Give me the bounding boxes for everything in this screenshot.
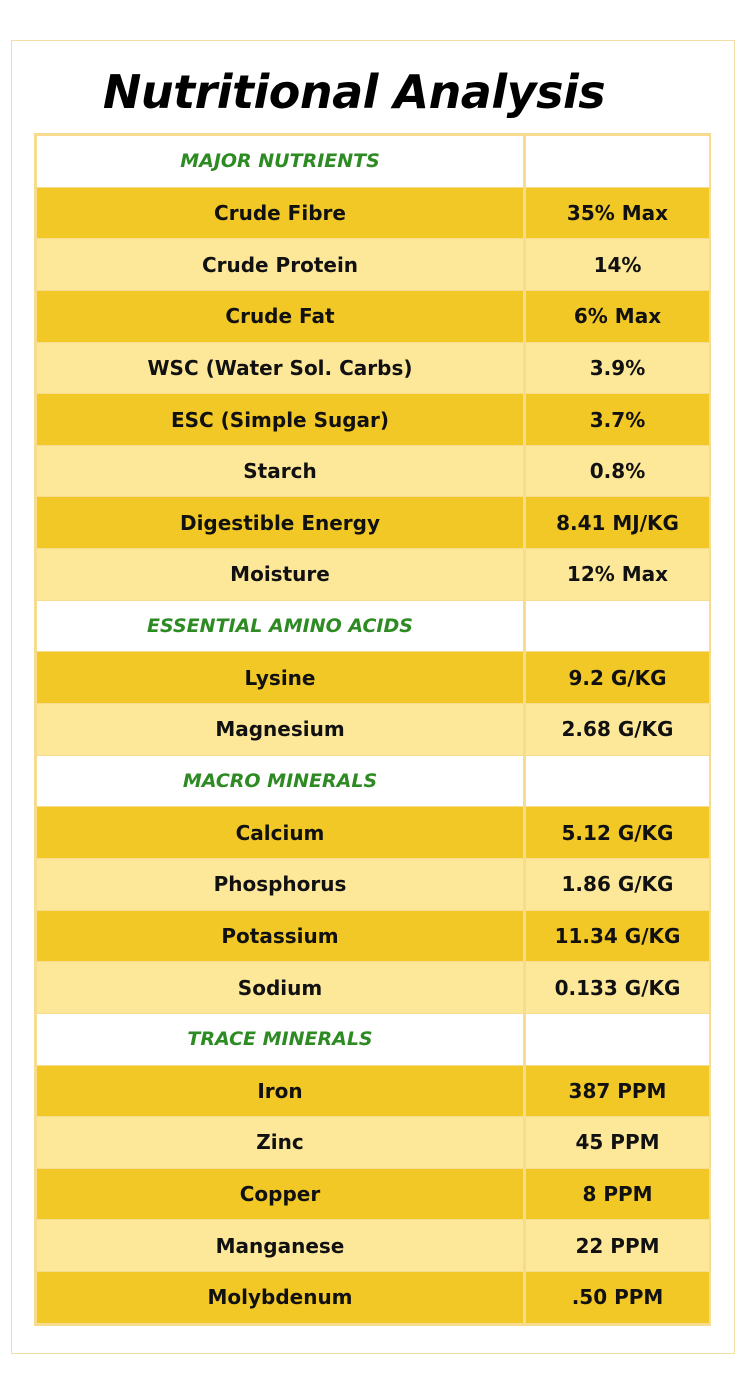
- table-row: Lysine 9.2 G/KG: [36, 651, 710, 705]
- nutrient-name: Potassium: [36, 909, 525, 963]
- table-row: Molybdenum .50 PPM: [36, 1271, 710, 1324]
- nutrient-name: Manganese: [36, 1219, 525, 1273]
- nutrient-name: Moisture: [36, 548, 525, 601]
- nutrient-name: Zinc: [36, 1116, 525, 1169]
- table-row: Crude Fibre 35% Max: [36, 186, 710, 240]
- nutrient-value: 11.34 G/KG: [523, 909, 710, 963]
- nutrient-value: 387 PPM: [523, 1064, 710, 1118]
- table-row: Copper 8 PPM: [36, 1167, 710, 1221]
- nutrient-name: Crude Protein: [36, 238, 525, 291]
- table-row: Potassium 11.34 G/KG: [36, 909, 710, 963]
- table-row: Crude Protein 14%: [36, 238, 710, 291]
- page-title: Nutritional Analysis: [102, 65, 606, 119]
- nutrient-name: ESC (Simple Sugar): [36, 393, 525, 446]
- table-row: Zinc 45 PPM: [36, 1116, 710, 1169]
- nutrition-table-body: MAJOR NUTRIENTS Crude Fibre 35% Max Crud…: [36, 135, 710, 1324]
- nutrient-value: 8.41 MJ/KG: [523, 496, 710, 550]
- section-header-row: MAJOR NUTRIENTS: [36, 135, 710, 188]
- nutrient-value: 3.7%: [523, 393, 710, 446]
- nutrient-value: 22 PPM: [523, 1219, 710, 1273]
- table-row: Calcium 5.12 G/KG: [36, 806, 710, 859]
- nutrition-table-container: MAJOR NUTRIENTS Crude Fibre 35% Max Crud…: [34, 133, 711, 1326]
- section-heading: MACRO MINERALS: [36, 754, 525, 808]
- nutrient-value: 6% Max: [523, 289, 710, 343]
- nutrient-name: Sodium: [36, 961, 525, 1014]
- nutrient-value: 35% Max: [523, 186, 710, 240]
- section-value-cell: [523, 135, 710, 188]
- nutrient-name: Lysine: [36, 651, 525, 705]
- nutrient-name: Molybdenum: [36, 1271, 525, 1324]
- nutrient-value: 3.9%: [523, 341, 710, 395]
- nutrient-name: Calcium: [36, 806, 525, 859]
- section-value-cell: [523, 1012, 710, 1066]
- nutrient-name: Magnesium: [36, 703, 525, 756]
- nutrient-value: 1.86 G/KG: [523, 857, 710, 911]
- nutrition-table: MAJOR NUTRIENTS Crude Fibre 35% Max Crud…: [36, 135, 710, 1324]
- nutrient-value: 5.12 G/KG: [523, 806, 710, 859]
- nutrient-name: Starch: [36, 444, 525, 498]
- section-heading: ESSENTIAL AMINO ACIDS: [36, 599, 525, 653]
- nutrient-value: 9.2 G/KG: [523, 651, 710, 705]
- nutrient-value: 2.68 G/KG: [523, 703, 710, 756]
- nutrient-value: .50 PPM: [523, 1271, 710, 1324]
- nutrient-name: Digestible Energy: [36, 496, 525, 550]
- section-header-row: ESSENTIAL AMINO ACIDS: [36, 599, 710, 653]
- nutrient-value: 45 PPM: [523, 1116, 710, 1169]
- section-value-cell: [523, 754, 710, 808]
- table-row: Sodium 0.133 G/KG: [36, 961, 710, 1014]
- nutrient-value: 12% Max: [523, 548, 710, 601]
- section-header-row: TRACE MINERALS: [36, 1012, 710, 1066]
- nutrient-name: WSC (Water Sol. Carbs): [36, 341, 525, 395]
- nutrient-value: 0.133 G/KG: [523, 961, 710, 1014]
- table-row: Moisture 12% Max: [36, 548, 710, 601]
- table-row: Crude Fat 6% Max: [36, 289, 710, 343]
- nutrient-name: Copper: [36, 1167, 525, 1221]
- table-row: Manganese 22 PPM: [36, 1219, 710, 1273]
- nutrient-name: Phosphorus: [36, 857, 525, 911]
- section-value-cell: [523, 599, 710, 653]
- table-row: Starch 0.8%: [36, 444, 710, 498]
- table-row: Magnesium 2.68 G/KG: [36, 703, 710, 756]
- nutrient-value: 14%: [523, 238, 710, 291]
- table-row: Phosphorus 1.86 G/KG: [36, 857, 710, 911]
- section-heading: TRACE MINERALS: [36, 1012, 525, 1066]
- nutrient-name: Crude Fibre: [36, 186, 525, 240]
- section-heading: MAJOR NUTRIENTS: [36, 135, 525, 188]
- table-row: Digestible Energy 8.41 MJ/KG: [36, 496, 710, 550]
- nutrient-name: Iron: [36, 1064, 525, 1118]
- table-row: WSC (Water Sol. Carbs) 3.9%: [36, 341, 710, 395]
- nutrient-name: Crude Fat: [36, 289, 525, 343]
- section-header-row: MACRO MINERALS: [36, 754, 710, 808]
- table-row: ESC (Simple Sugar) 3.7%: [36, 393, 710, 446]
- nutrient-value: 0.8%: [523, 444, 710, 498]
- table-row: Iron 387 PPM: [36, 1064, 710, 1118]
- nutrient-value: 8 PPM: [523, 1167, 710, 1221]
